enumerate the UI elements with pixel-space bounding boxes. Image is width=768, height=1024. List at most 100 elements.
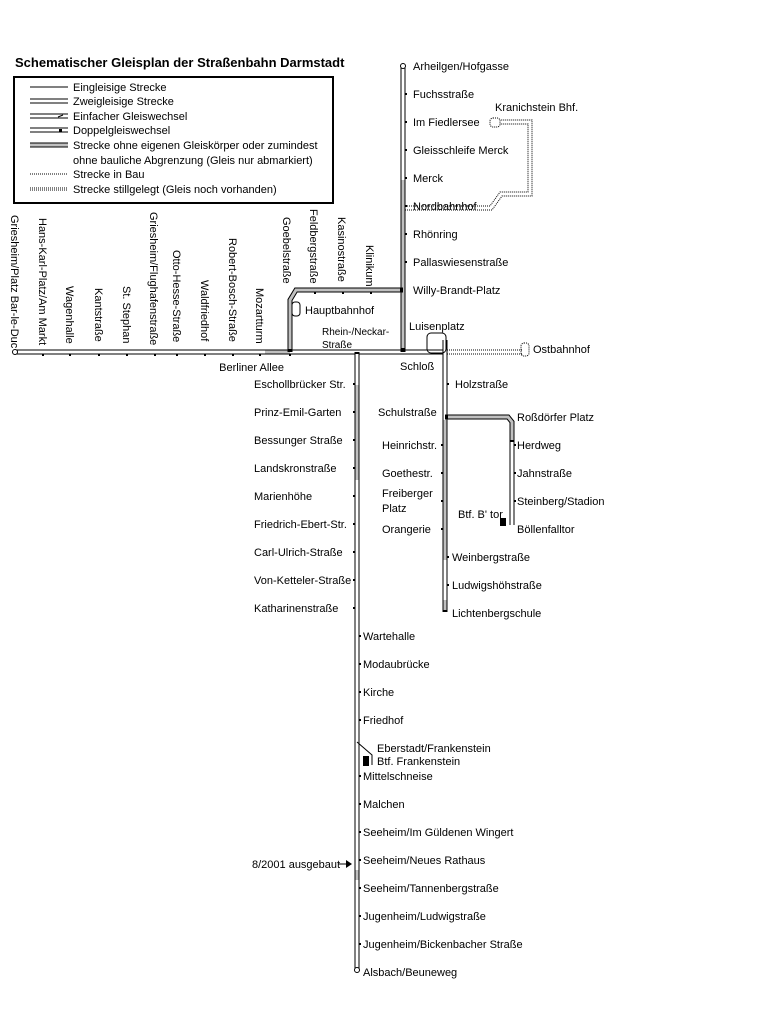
station-label: Kantstraße bbox=[92, 288, 104, 342]
station-mark bbox=[359, 663, 361, 665]
station-label: Waldfriedhof bbox=[198, 280, 210, 342]
station-label: Herdweg bbox=[517, 440, 561, 452]
station-mark bbox=[441, 472, 443, 474]
station-mark bbox=[405, 261, 407, 263]
station-label: Böllenfalltor bbox=[517, 524, 575, 536]
construction-line-kranichstein bbox=[405, 117, 533, 211]
station-mark bbox=[353, 467, 355, 469]
station-mark bbox=[447, 556, 449, 558]
station-mark bbox=[353, 383, 355, 385]
station-label: Modaubrücke bbox=[363, 659, 430, 671]
station-mark bbox=[514, 444, 516, 446]
station-mark bbox=[441, 444, 443, 446]
station-label: Gleisschleife Merck bbox=[413, 145, 509, 157]
station-mark bbox=[359, 775, 361, 777]
station-mark bbox=[405, 205, 407, 207]
tracks bbox=[12, 63, 533, 973]
station-mark bbox=[405, 149, 407, 151]
legend-construction: Strecke in Bau bbox=[73, 169, 145, 181]
legend-street: Strecke ohne eigenen Gleiskörper oder zu… bbox=[73, 140, 318, 152]
station-mark bbox=[314, 292, 316, 294]
station-marks bbox=[42, 93, 516, 945]
depot-label: Btf. Frankenstein bbox=[377, 756, 460, 768]
west-station-labels: Griesheim/Platz Bar-le-Duc Hans-Karl-Pla… bbox=[8, 209, 375, 349]
station-label: Lichtenbergschule bbox=[452, 608, 541, 620]
station-label: Hans-Karl-Platz/Am Markt bbox=[36, 218, 48, 345]
station-label: Merck bbox=[413, 173, 443, 185]
station-label: Goebelstraße bbox=[280, 217, 292, 284]
station-label: Wartehalle bbox=[363, 631, 415, 643]
station-mark bbox=[359, 691, 361, 693]
station-label: Platz bbox=[382, 503, 406, 515]
station-label: Kirche bbox=[363, 687, 394, 699]
station-mark bbox=[98, 354, 100, 356]
station-mark bbox=[353, 551, 355, 553]
station-label: Freiberger bbox=[382, 488, 433, 500]
station-label: Robert-Bosch-Straße bbox=[226, 238, 238, 342]
annotation-label: 8/2001 ausgebaut bbox=[252, 859, 340, 871]
station-mark bbox=[353, 439, 355, 441]
station-label: Katharinenstraße bbox=[254, 603, 338, 615]
station-mark bbox=[514, 472, 516, 474]
station-label: Otto-Hesse-Straße bbox=[170, 250, 182, 342]
station-mark bbox=[232, 354, 234, 356]
station-label: Im Fiedlersee bbox=[413, 117, 480, 129]
station-label: Malchen bbox=[363, 799, 405, 811]
south-right-labels: Wartehalle Modaubrücke Kirche Friedhof E… bbox=[252, 631, 523, 979]
station-label: Berliner Allee bbox=[219, 362, 284, 374]
station-label: Griesheim/Platz Bar-le-Duc bbox=[8, 215, 20, 349]
station-mark bbox=[359, 719, 361, 721]
station-label: Jugenheim/Ludwigstraße bbox=[363, 911, 486, 923]
legend-single: Eingleisige Strecke bbox=[73, 82, 167, 94]
station-label: Fuchsstraße bbox=[413, 89, 474, 101]
station-label: Seeheim/Neues Rathaus bbox=[363, 855, 486, 867]
legend: Eingleisige Strecke Zweigleisige Strecke… bbox=[13, 76, 334, 204]
station-label: St. Stephan bbox=[120, 286, 132, 344]
station-label: Kasinostraße bbox=[335, 217, 347, 282]
station-mark bbox=[514, 500, 516, 502]
depot-label: Btf. B' tor bbox=[458, 509, 503, 521]
station-mark bbox=[359, 943, 361, 945]
page-title: Schematischer Gleisplan der Straßenbahn … bbox=[15, 55, 345, 70]
station-label: Holzstraße bbox=[455, 379, 508, 391]
station-mark bbox=[353, 495, 355, 497]
station-label: Friedhof bbox=[363, 715, 404, 727]
station-mark bbox=[359, 831, 361, 833]
station-label: Friedrich-Ebert-Str. bbox=[254, 519, 347, 531]
arrow-right-icon bbox=[338, 860, 352, 868]
station-mark bbox=[370, 292, 372, 294]
station-label: Jugenheim/Bickenbacher Straße bbox=[363, 939, 523, 951]
south-left-labels: Eschollbrücker Str. Prinz-Emil-Garten Be… bbox=[254, 379, 351, 615]
station-label: Rhein-/Neckar- bbox=[322, 327, 389, 338]
station-label: Jahnstraße bbox=[517, 468, 572, 480]
station-label: Von-Ketteler-Straße bbox=[254, 575, 351, 587]
station-label: Bessunger Straße bbox=[254, 435, 343, 447]
station-label: Arheilgen/Hofgasse bbox=[413, 61, 509, 73]
station-mark bbox=[126, 354, 128, 356]
station-label: Landskronstraße bbox=[254, 463, 337, 475]
station-mark bbox=[259, 354, 261, 356]
station-mark bbox=[359, 635, 361, 637]
station-mark bbox=[353, 607, 355, 609]
station-mark bbox=[405, 233, 407, 235]
station-mark bbox=[176, 354, 178, 356]
station-mark bbox=[359, 803, 361, 805]
station-label: Seeheim/Im Güldenen Wingert bbox=[363, 827, 513, 839]
station-label: Mittelschneise bbox=[363, 771, 433, 783]
legend-double: Zweigleisige Strecke bbox=[73, 96, 174, 108]
station-mark bbox=[154, 354, 156, 356]
station-label: Goethestr. bbox=[382, 468, 433, 480]
station-label: Eberstadt/Frankenstein bbox=[377, 743, 491, 755]
station-label: Roßdörfer Platz bbox=[517, 412, 594, 424]
station-label: Willy-Brandt-Platz bbox=[413, 285, 500, 297]
station-mark bbox=[353, 523, 355, 525]
station-label: Schloß bbox=[400, 361, 435, 373]
station-label: Straße bbox=[322, 340, 352, 351]
station-label: Nordbahnhof bbox=[413, 201, 478, 213]
construction-line-ostbahnhof bbox=[447, 342, 530, 357]
station-label: Eschollbrücker Str. bbox=[254, 379, 346, 391]
legend-street-2: ohne bauliche Abgrenzung (Gleis nur abma… bbox=[73, 155, 313, 167]
north-station-labels: Arheilgen/Hofgasse Fuchsstraße Im Fiedle… bbox=[413, 61, 509, 297]
station-label: Schulstraße bbox=[378, 407, 437, 419]
